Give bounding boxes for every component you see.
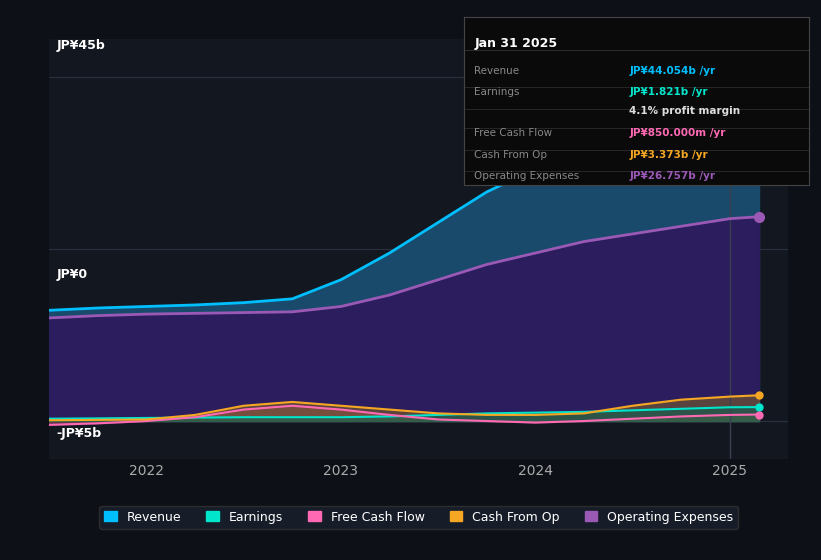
Text: JP¥850.000m /yr: JP¥850.000m /yr [630, 128, 726, 138]
Text: JP¥3.373b /yr: JP¥3.373b /yr [630, 150, 708, 160]
Text: Cash From Op: Cash From Op [475, 150, 548, 160]
Text: Free Cash Flow: Free Cash Flow [475, 128, 553, 138]
Text: JP¥44.054b /yr: JP¥44.054b /yr [630, 66, 716, 76]
Text: 4.1% profit margin: 4.1% profit margin [630, 106, 741, 116]
Text: Revenue: Revenue [475, 66, 520, 76]
Text: Operating Expenses: Operating Expenses [475, 171, 580, 181]
Text: JP¥26.757b /yr: JP¥26.757b /yr [630, 171, 715, 181]
Text: JP¥1.821b /yr: JP¥1.821b /yr [630, 87, 708, 97]
Text: -JP¥5b: -JP¥5b [57, 427, 102, 441]
Text: JP¥0: JP¥0 [57, 268, 88, 281]
Text: JP¥45b: JP¥45b [57, 39, 105, 52]
Text: Jan 31 2025: Jan 31 2025 [475, 37, 557, 50]
Text: Earnings: Earnings [475, 87, 520, 97]
Legend: Revenue, Earnings, Free Cash Flow, Cash From Op, Operating Expenses: Revenue, Earnings, Free Cash Flow, Cash … [99, 506, 738, 529]
